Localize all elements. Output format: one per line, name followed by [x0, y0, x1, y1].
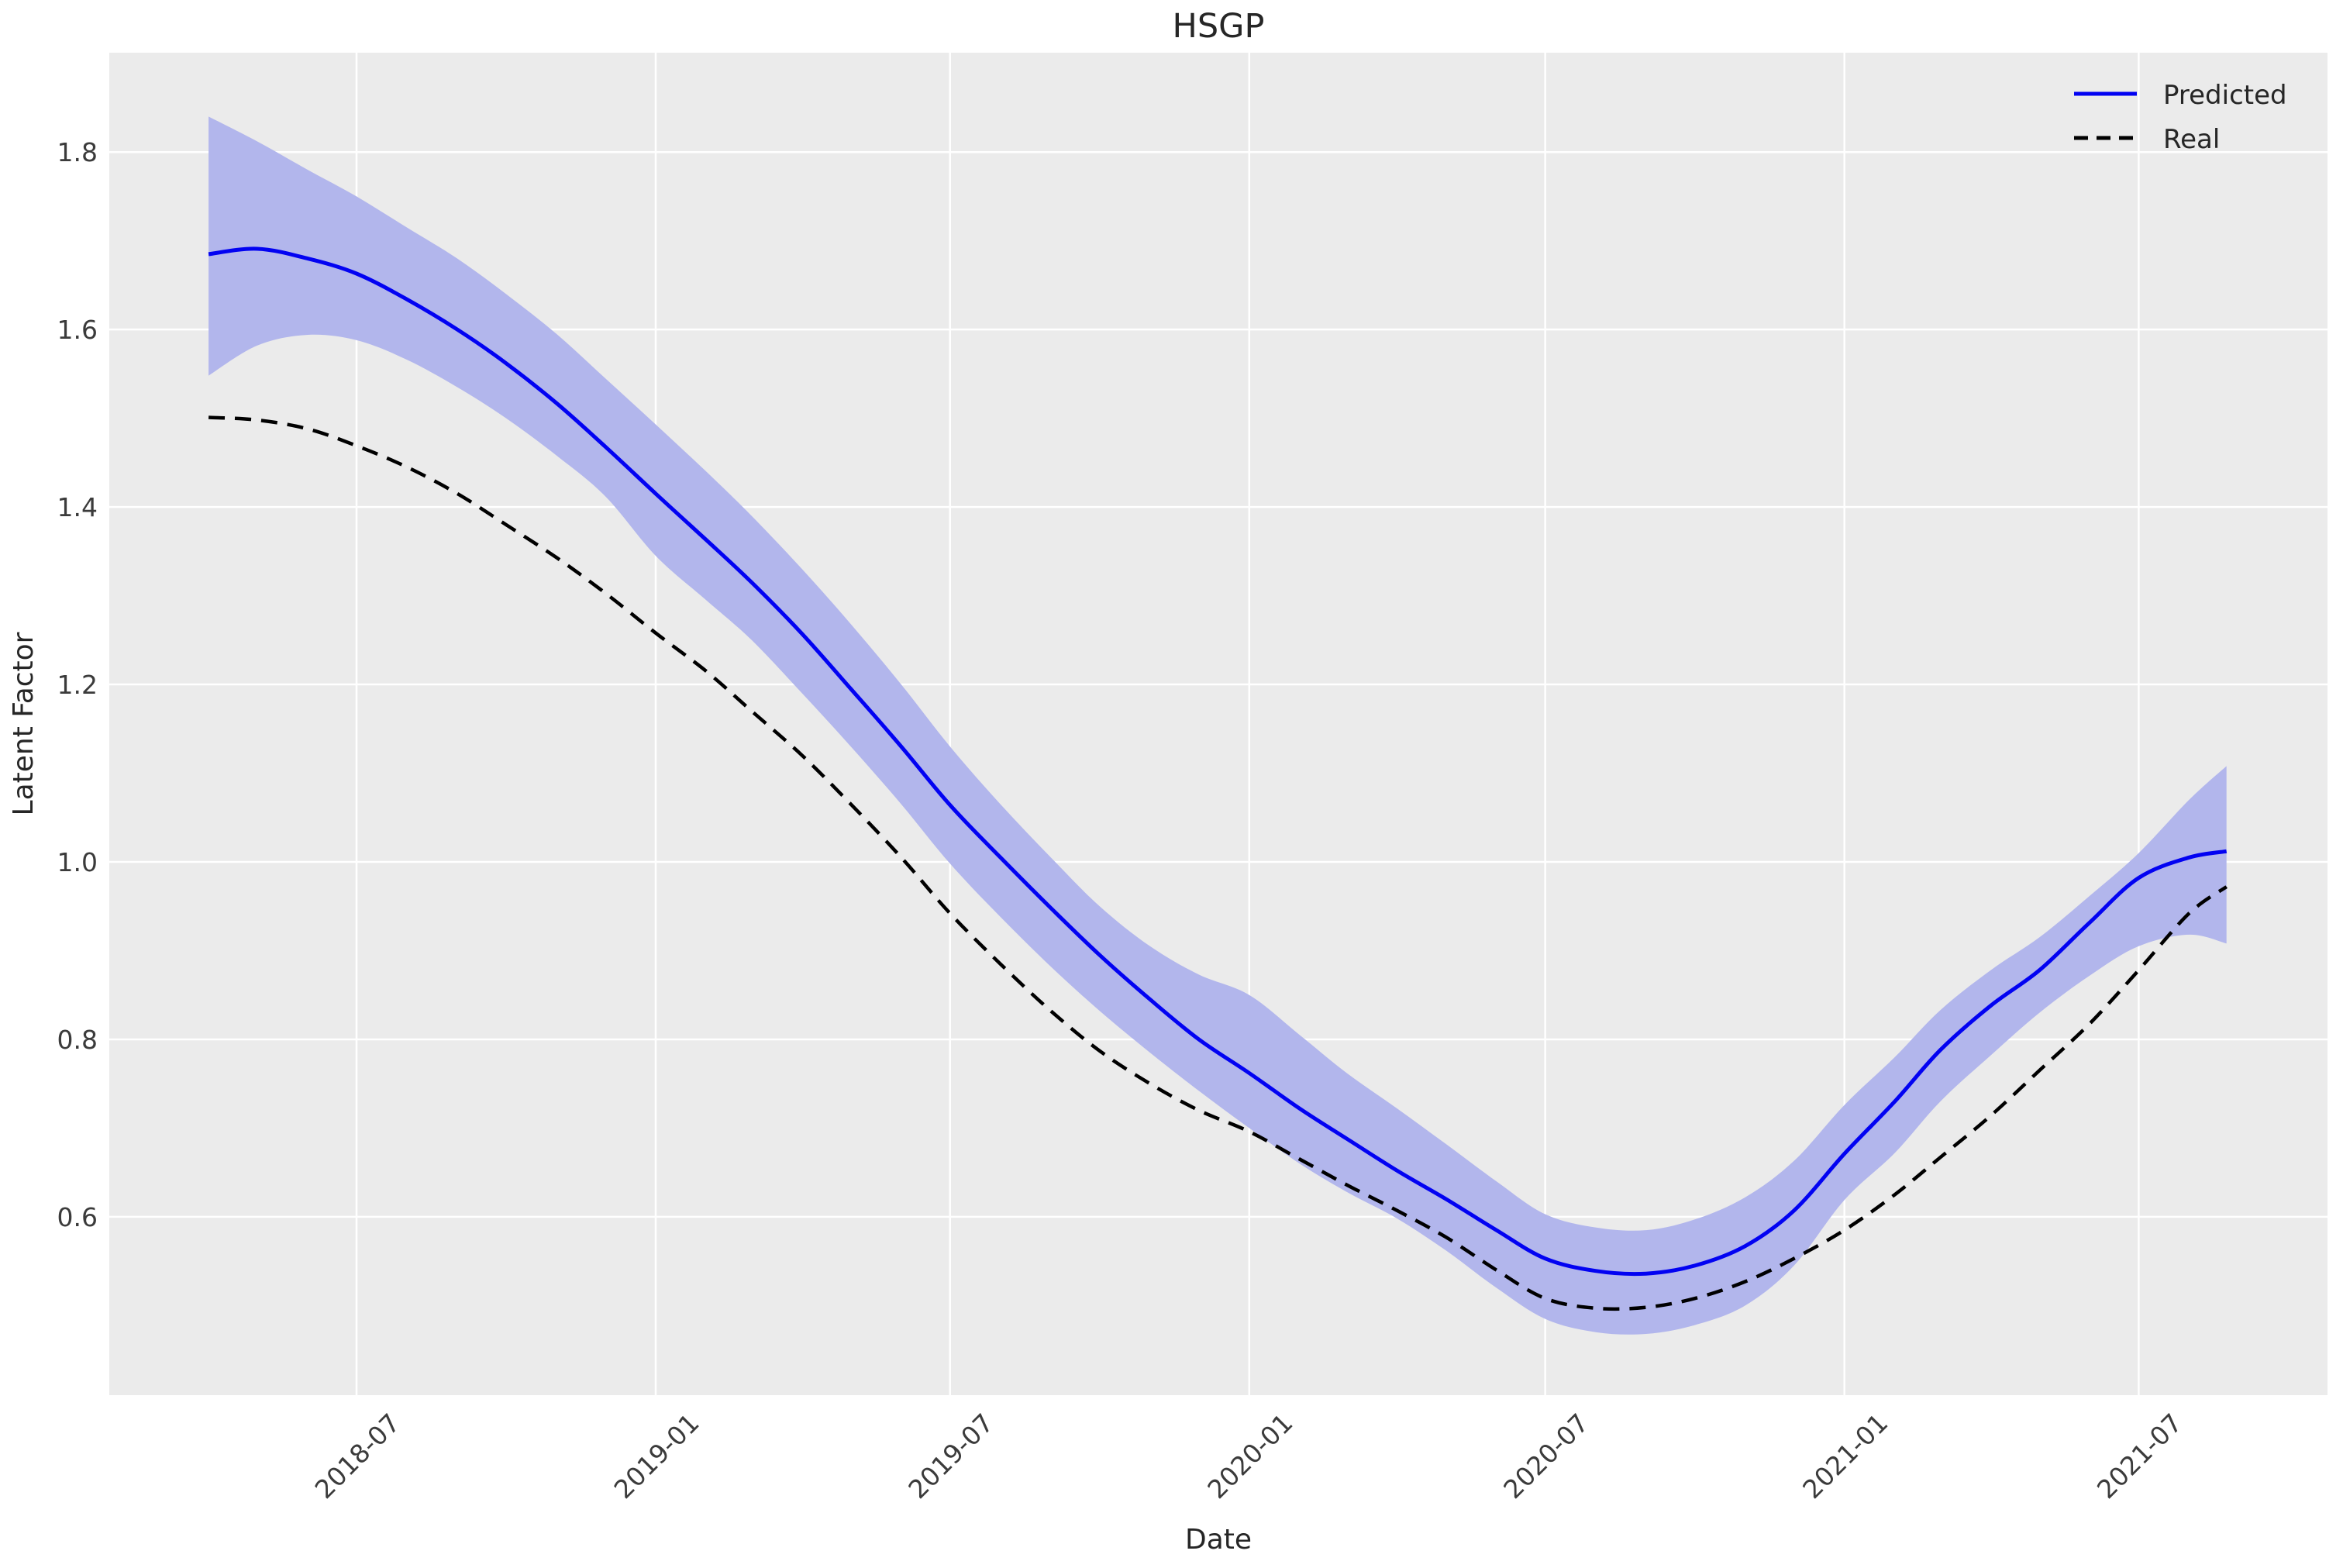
y-tick-label: 1.8 [57, 137, 98, 167]
y-tick-label: 1.4 [57, 492, 98, 522]
real-line [208, 415, 2228, 1311]
prediction-interval-band [208, 116, 2227, 1335]
y-tick-label: 1.6 [57, 315, 98, 345]
data-lines [208, 246, 2228, 1311]
y-tick-labels: 1.8 1.6 1.4 1.2 1.0 0.8 0.6 [57, 137, 98, 1232]
y-tick-label: 0.6 [57, 1202, 98, 1232]
legend-item-predicted: Predicted [2074, 80, 2287, 111]
x-tick-label: 2020-01 [1201, 1408, 1298, 1504]
legend-item-real: Real [2074, 124, 2220, 155]
confidence-band [208, 116, 2227, 1335]
x-tick-label: 2019-01 [608, 1408, 705, 1504]
legend-label-real: Real [2163, 124, 2220, 155]
y-tick-label: 1.2 [57, 670, 98, 700]
x-tick-label: 2021-01 [1797, 1408, 1893, 1504]
chart-title: HSGP [1173, 7, 1265, 46]
x-tick-label: 2021-07 [2091, 1408, 2188, 1504]
legend-label-predicted: Predicted [2163, 80, 2287, 111]
x-tick-label: 2020-07 [1497, 1408, 1594, 1504]
y-tick-label: 0.8 [57, 1025, 98, 1055]
x-tick-label: 2018-07 [309, 1408, 406, 1504]
predicted-line [208, 246, 2228, 1277]
legend: Predicted Real [2074, 80, 2287, 155]
x-tick-label: 2019-07 [902, 1408, 999, 1504]
x-tick-labels: 2018-07 2019-01 2019-07 2020-01 2020-07 2021-… [309, 1408, 2188, 1504]
x-axis-label: Date [1185, 1524, 1252, 1556]
y-tick-label: 1.0 [57, 847, 98, 877]
y-axis-label: Latent Factor [8, 632, 40, 815]
